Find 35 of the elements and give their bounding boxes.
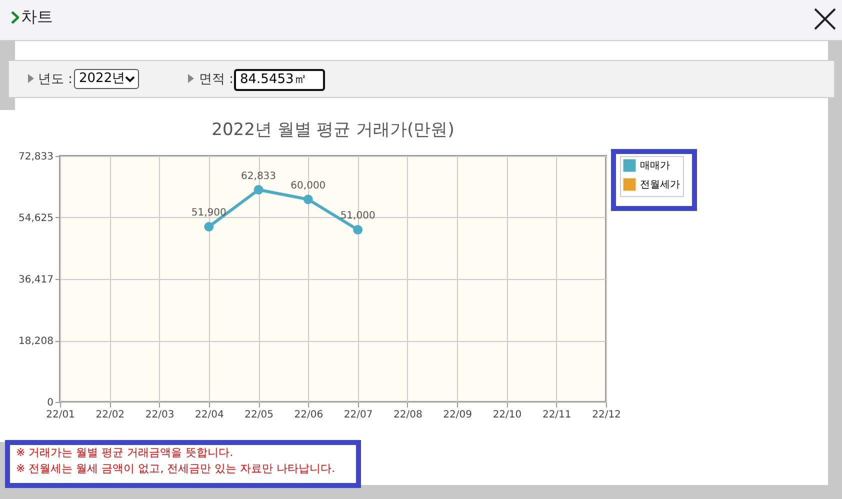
text: 60,000	[290, 180, 326, 192]
y-tick-label: 54,625	[18, 213, 54, 224]
x-tick-label: 22/09	[443, 410, 472, 420]
x-tick-label: 22/02	[96, 410, 125, 420]
text: 면적 :	[199, 71, 234, 88]
point	[254, 185, 264, 195]
legend-label: 매매가	[640, 160, 670, 172]
text: 차트	[21, 7, 53, 28]
text: ※ 전월세는 월세 금액이 없고, 전세금만 있는 자료만 나타납니다.	[15, 461, 336, 477]
x-tick-label: 22/03	[145, 410, 174, 420]
text: 62,833	[241, 170, 276, 182]
y-tick-label: 18,208	[18, 336, 54, 347]
x-tick-label: 22/11	[542, 410, 572, 420]
x-tick-label: 22/04	[194, 410, 224, 420]
x-tick-label: 22/05	[244, 410, 274, 420]
text: 84.5453㎡	[234, 69, 325, 91]
x-tick-label: 22/12	[592, 410, 621, 420]
y-tick-label: 0	[47, 398, 54, 408]
text: 2022년	[74, 69, 139, 89]
y-tick-label: 72,833	[18, 152, 54, 162]
x-tick-label: 22/10	[492, 410, 522, 420]
point	[353, 225, 363, 234]
x-tick-label: 22/08	[394, 410, 422, 420]
point	[303, 194, 313, 204]
x-tick-label: 22/01	[46, 410, 75, 420]
point	[204, 222, 214, 232]
y-tick-label: 36,417	[18, 274, 54, 286]
chart-title: 2022년 월별 평균 거래가(만원)	[212, 120, 454, 140]
text: 51,000	[340, 210, 376, 222]
text: ※ 거래가는 월별 평균 거래금액을 뜻합니다.	[15, 445, 234, 461]
text: 년도 :	[38, 71, 73, 88]
legend-label: 전월세가	[640, 180, 680, 190]
x-tick-label: 22/07	[344, 410, 373, 420]
text: 51,900	[191, 208, 226, 219]
x-tick-label: 22/06	[294, 410, 324, 420]
